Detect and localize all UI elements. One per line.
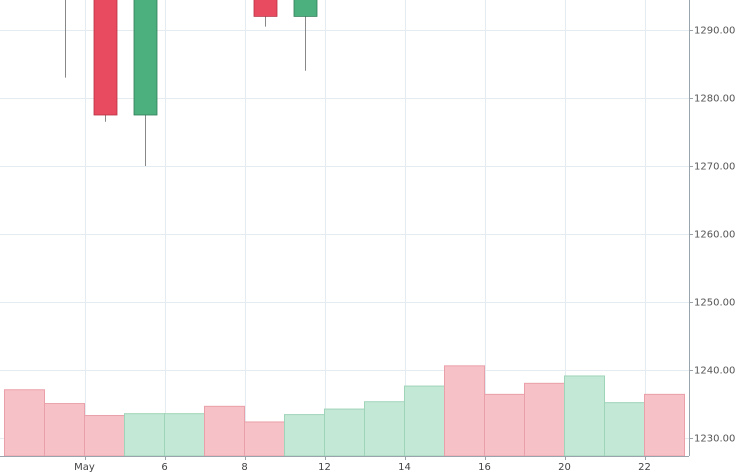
volume-bar <box>324 408 365 457</box>
x-tick-label: 6 <box>161 462 167 473</box>
x-tick-label: 8 <box>241 462 247 473</box>
y-tick-label: 1250.00 <box>694 298 735 309</box>
y-tick-label: 1270.00 <box>694 162 735 173</box>
y-tick-label: 1240.00 <box>694 366 735 377</box>
volume-bars <box>4 365 685 457</box>
volume-bar <box>84 415 125 457</box>
y-tick-label: 1260.00 <box>694 230 735 241</box>
volume-bar <box>244 421 285 457</box>
x-tick-label: 22 <box>638 462 651 473</box>
x-tick-label: 14 <box>398 462 411 473</box>
candle-body <box>133 0 158 116</box>
y-tick-label: 1280.00 <box>694 94 735 105</box>
volume-bar <box>564 375 605 457</box>
volume-bar <box>604 402 645 457</box>
volume-bar <box>444 365 485 457</box>
candle-body <box>93 0 118 116</box>
volume-bar <box>204 405 245 457</box>
volume-bar <box>44 403 85 457</box>
volume-bar <box>404 385 445 457</box>
y-tick-label: 1290.00 <box>694 26 735 37</box>
x-tick-label: 20 <box>558 462 571 473</box>
volume-bar <box>484 393 525 457</box>
x-tick-label: 16 <box>478 462 491 473</box>
volume-bar <box>644 393 685 457</box>
x-tick-label: May <box>74 462 95 473</box>
candle-body <box>293 0 318 17</box>
volume-bar <box>164 413 205 457</box>
volume-bar <box>284 414 325 457</box>
volume-bar <box>4 389 45 457</box>
candle-body <box>253 0 278 17</box>
volume-bar <box>524 382 565 457</box>
x-tick-label: 12 <box>318 462 331 473</box>
volume-bar <box>364 401 405 457</box>
volume-bar <box>124 413 165 457</box>
candles <box>65 0 318 166</box>
y-tick-label: 1230.00 <box>694 434 735 445</box>
